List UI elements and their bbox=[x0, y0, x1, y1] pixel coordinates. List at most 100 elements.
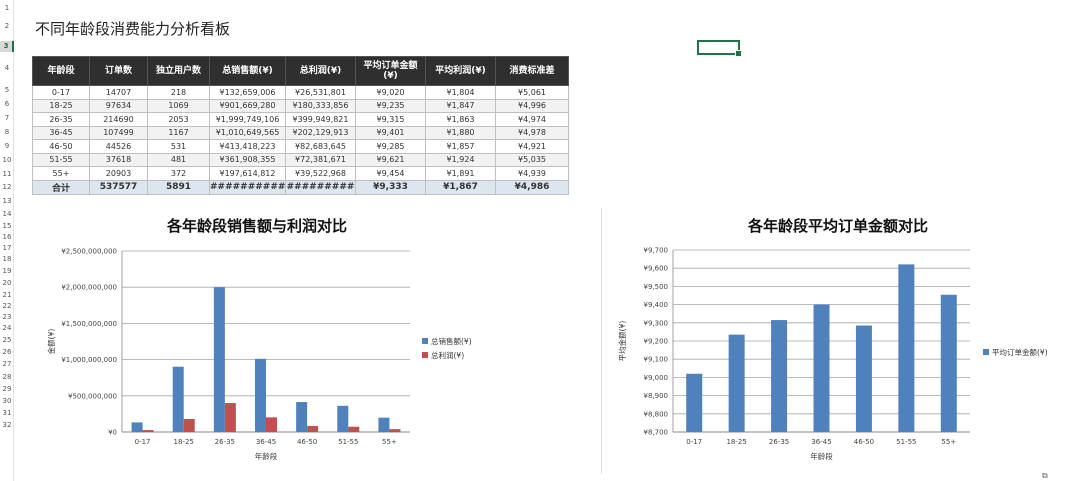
table-cell[interactable]: 1167 bbox=[147, 125, 210, 140]
table-cell[interactable]: 2053 bbox=[147, 112, 210, 127]
header-avg-profit[interactable]: 平均利润(¥) bbox=[425, 56, 496, 86]
row-number[interactable]: 10 bbox=[2, 156, 12, 164]
row-number[interactable]: 13 bbox=[2, 197, 12, 205]
table-cell[interactable]: ¥5,061 bbox=[495, 85, 569, 100]
table-cell[interactable]: ¥4,978 bbox=[495, 125, 569, 140]
row-number[interactable]: 26 bbox=[2, 348, 12, 356]
table-cell[interactable]: ¥399,949,821 bbox=[285, 112, 356, 127]
table-cell[interactable]: ¥9,454 bbox=[355, 166, 426, 181]
table-cell[interactable]: ¥202,129,913 bbox=[285, 125, 356, 140]
total-cell[interactable]: 537577 bbox=[89, 179, 148, 195]
table-cell[interactable]: ¥901,669,280 bbox=[209, 98, 286, 113]
table-cell[interactable]: ¥72,381,671 bbox=[285, 152, 356, 167]
total-cell[interactable]: 合计 bbox=[32, 179, 90, 195]
row-number[interactable]: 12 bbox=[2, 183, 12, 191]
row-number[interactable]: 31 bbox=[2, 409, 12, 417]
row-number[interactable]: 9 bbox=[4, 142, 10, 150]
header-total-sales[interactable]: 总销售额(¥) bbox=[209, 56, 286, 86]
table-cell[interactable]: ¥39,522,968 bbox=[285, 166, 356, 181]
row-number[interactable]: 1 bbox=[4, 4, 10, 12]
row-number[interactable]: 27 bbox=[2, 360, 12, 368]
total-cell[interactable]: ¥1,867 bbox=[425, 179, 496, 195]
table-cell[interactable]: 18-25 bbox=[32, 98, 90, 113]
row-number[interactable]: 7 bbox=[4, 114, 10, 122]
table-cell[interactable]: 372 bbox=[147, 166, 210, 181]
header-age-group[interactable]: 年龄段 bbox=[32, 56, 90, 86]
header-std-dev[interactable]: 消费标准差 bbox=[495, 56, 569, 86]
row-number[interactable]: 32 bbox=[2, 421, 12, 429]
table-cell[interactable]: 0-17 bbox=[32, 85, 90, 100]
row-number[interactable]: 15 bbox=[2, 222, 12, 230]
dashboard-title[interactable]: 不同年龄段消费能力分析看板 bbox=[35, 20, 231, 38]
row-number[interactable]: 20 bbox=[2, 279, 12, 287]
table-cell[interactable]: ¥9,621 bbox=[355, 152, 426, 167]
table-cell[interactable]: 51-55 bbox=[32, 152, 90, 167]
table-cell[interactable]: ¥9,235 bbox=[355, 98, 426, 113]
table-cell[interactable]: 481 bbox=[147, 152, 210, 167]
row-number[interactable]: 24 bbox=[2, 324, 12, 332]
row-number[interactable]: 14 bbox=[2, 210, 12, 218]
row-number[interactable]: 8 bbox=[4, 128, 10, 136]
header-avg-order[interactable]: 平均订单金额(¥) bbox=[355, 56, 426, 86]
selected-cell[interactable] bbox=[697, 40, 742, 57]
row-number[interactable]: 29 bbox=[2, 385, 12, 393]
table-cell[interactable]: 97634 bbox=[89, 98, 148, 113]
row-number[interactable]: 28 bbox=[2, 373, 12, 381]
table-cell[interactable]: 20903 bbox=[89, 166, 148, 181]
table-cell[interactable]: 26-35 bbox=[32, 112, 90, 127]
table-cell[interactable]: 44526 bbox=[89, 139, 148, 154]
table-cell[interactable]: ¥5,035 bbox=[495, 152, 569, 167]
table-cell[interactable]: ¥1,857 bbox=[425, 139, 496, 154]
total-cell[interactable]: ######### bbox=[285, 179, 356, 195]
row-number[interactable]: 11 bbox=[2, 170, 12, 178]
row-number[interactable]: 4 bbox=[4, 64, 10, 72]
table-cell[interactable]: ¥1,804 bbox=[425, 85, 496, 100]
table-cell[interactable]: ¥413,418,223 bbox=[209, 139, 286, 154]
resize-handle-icon[interactable]: ⧉ bbox=[1042, 471, 1048, 480]
table-cell[interactable]: ¥9,285 bbox=[355, 139, 426, 154]
header-total-profit[interactable]: 总利润(¥) bbox=[285, 56, 356, 86]
table-cell[interactable]: ¥4,939 bbox=[495, 166, 569, 181]
table-cell[interactable]: ¥4,974 bbox=[495, 112, 569, 127]
table-cell[interactable]: ¥26,531,801 bbox=[285, 85, 356, 100]
table-cell[interactable]: ¥1,891 bbox=[425, 166, 496, 181]
header-unique-users[interactable]: 独立用户数 bbox=[147, 56, 210, 86]
row-number[interactable]: 6 bbox=[4, 100, 10, 108]
table-cell[interactable]: ¥180,333,856 bbox=[285, 98, 356, 113]
table-cell[interactable]: ¥1,010,649,565 bbox=[209, 125, 286, 140]
row-number[interactable]: 3 bbox=[0, 41, 14, 52]
row-number[interactable]: 18 bbox=[2, 255, 12, 263]
table-cell[interactable]: 14707 bbox=[89, 85, 148, 100]
table-cell[interactable]: ¥9,401 bbox=[355, 125, 426, 140]
total-cell[interactable]: ¥9,333 bbox=[355, 179, 426, 195]
row-number[interactable]: 23 bbox=[2, 313, 12, 321]
table-cell[interactable]: 218 bbox=[147, 85, 210, 100]
row-number[interactable]: 5 bbox=[4, 86, 10, 94]
sales-profit-chart[interactable]: 各年龄段销售额与利润对比 ¥0 ¥500,000,000 ¥1,000,000,000… bbox=[32, 208, 602, 474]
row-number[interactable]: 2 bbox=[4, 22, 10, 30]
table-cell[interactable]: 1069 bbox=[147, 98, 210, 113]
total-cell[interactable]: ¥4,986 bbox=[495, 179, 569, 195]
table-cell[interactable]: ¥132,659,006 bbox=[209, 85, 286, 100]
table-cell[interactable]: ¥4,921 bbox=[495, 139, 569, 154]
row-number[interactable]: 22 bbox=[2, 302, 12, 310]
table-cell[interactable]: 55+ bbox=[32, 166, 90, 181]
table-cell[interactable]: ¥82,683,645 bbox=[285, 139, 356, 154]
table-cell[interactable]: ¥1,863 bbox=[425, 112, 496, 127]
table-cell[interactable]: 531 bbox=[147, 139, 210, 154]
table-cell[interactable]: ¥1,999,749,106 bbox=[209, 112, 286, 127]
table-cell[interactable]: ¥1,924 bbox=[425, 152, 496, 167]
table-cell[interactable]: 214690 bbox=[89, 112, 148, 127]
table-cell[interactable]: ¥4,996 bbox=[495, 98, 569, 113]
table-cell[interactable]: ¥9,020 bbox=[355, 85, 426, 100]
total-cell[interactable]: ########## bbox=[209, 179, 286, 195]
row-number[interactable]: 30 bbox=[2, 397, 12, 405]
table-cell[interactable]: ¥197,614,812 bbox=[209, 166, 286, 181]
row-number[interactable]: 19 bbox=[2, 267, 12, 275]
total-cell[interactable]: 5891 bbox=[147, 179, 210, 195]
row-number[interactable]: 21 bbox=[2, 291, 12, 299]
table-cell[interactable]: ¥9,315 bbox=[355, 112, 426, 127]
row-number[interactable]: 25 bbox=[2, 336, 12, 344]
table-cell[interactable]: ¥361,908,355 bbox=[209, 152, 286, 167]
